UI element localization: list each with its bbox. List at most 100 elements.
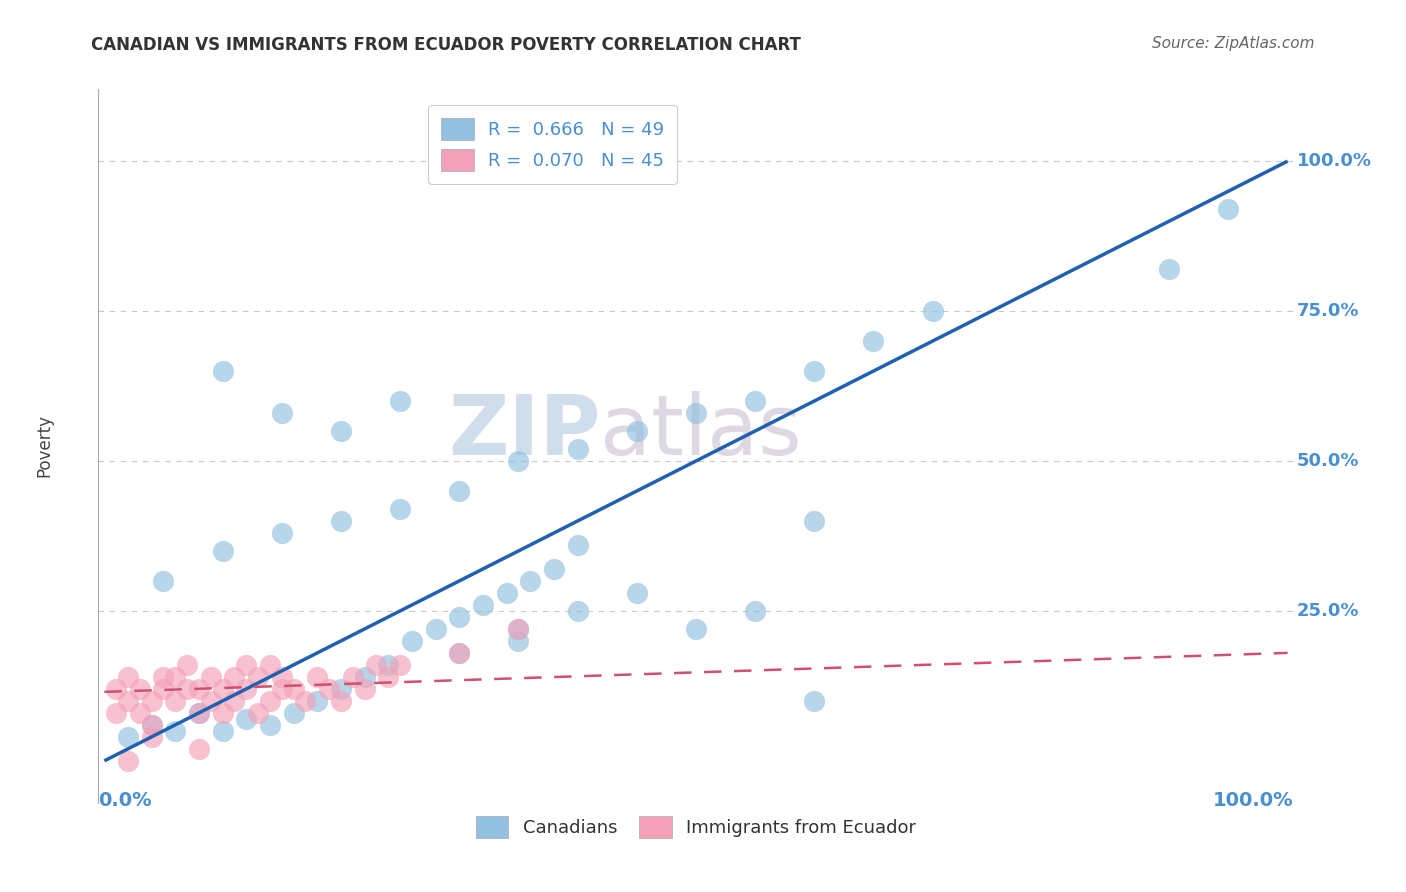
Point: [117, 670, 139, 684]
Text: 100.0%: 100.0%: [1298, 153, 1372, 170]
Point: [270, 406, 292, 420]
Point: [389, 657, 412, 672]
Point: [1218, 202, 1240, 216]
Point: [921, 304, 943, 318]
Text: 25.0%: 25.0%: [1298, 602, 1360, 620]
Point: [543, 562, 565, 576]
Text: Poverty: Poverty: [35, 415, 53, 477]
Point: [472, 598, 495, 612]
Point: [626, 424, 648, 438]
Point: [188, 706, 211, 720]
Point: [188, 741, 211, 756]
Point: [235, 681, 257, 696]
Point: [377, 657, 399, 672]
Point: [685, 406, 707, 420]
Point: [449, 483, 471, 498]
Point: [211, 723, 233, 738]
Point: [247, 670, 270, 684]
Point: [330, 424, 353, 438]
Point: [330, 681, 353, 696]
Point: [519, 574, 541, 588]
Point: [353, 681, 375, 696]
Point: [862, 334, 884, 348]
Point: [117, 730, 139, 744]
Point: [318, 681, 340, 696]
Point: [259, 718, 281, 732]
Text: CANADIAN VS IMMIGRANTS FROM ECUADOR POVERTY CORRELATION CHART: CANADIAN VS IMMIGRANTS FROM ECUADOR POVE…: [91, 36, 801, 54]
Point: [176, 657, 198, 672]
Point: [152, 574, 174, 588]
Point: [508, 633, 530, 648]
Point: [141, 730, 163, 744]
Point: [117, 694, 139, 708]
Point: [389, 502, 412, 516]
Point: [259, 657, 281, 672]
Point: [449, 610, 471, 624]
Point: [141, 694, 163, 708]
Text: 100.0%: 100.0%: [1213, 791, 1294, 810]
Point: [449, 646, 471, 660]
Point: [117, 754, 139, 768]
Point: [283, 706, 305, 720]
Point: [211, 681, 233, 696]
Point: [211, 544, 233, 558]
Point: [449, 646, 471, 660]
Point: [270, 681, 292, 696]
Point: [803, 514, 825, 528]
Point: [685, 622, 707, 636]
Point: [235, 712, 257, 726]
Point: [1159, 262, 1181, 277]
Point: [235, 657, 257, 672]
Point: [626, 586, 648, 600]
Point: [105, 706, 128, 720]
Point: [283, 681, 305, 696]
Point: [307, 670, 329, 684]
Point: [294, 694, 316, 708]
Point: [224, 670, 246, 684]
Point: [508, 622, 530, 636]
Point: [307, 694, 329, 708]
Text: atlas: atlas: [600, 392, 801, 472]
Point: [803, 364, 825, 378]
Point: [567, 604, 589, 618]
Point: [270, 525, 292, 540]
Point: [330, 514, 353, 528]
Point: [165, 670, 187, 684]
Point: [188, 681, 211, 696]
Point: [224, 694, 246, 708]
Point: [270, 670, 292, 684]
Point: [211, 706, 233, 720]
Point: [152, 681, 174, 696]
Point: [105, 681, 128, 696]
Point: [401, 633, 423, 648]
Point: [128, 681, 150, 696]
Point: [259, 694, 281, 708]
Point: [366, 657, 388, 672]
Point: [353, 670, 375, 684]
Text: 0.0%: 0.0%: [98, 791, 152, 810]
Point: [165, 723, 187, 738]
Text: Source: ZipAtlas.com: Source: ZipAtlas.com: [1152, 36, 1315, 51]
Point: [200, 694, 222, 708]
Text: ZIP: ZIP: [449, 392, 600, 472]
Point: [567, 442, 589, 456]
Point: [377, 670, 399, 684]
Point: [141, 718, 163, 732]
Point: [425, 622, 447, 636]
Point: [330, 694, 353, 708]
Text: 75.0%: 75.0%: [1298, 302, 1360, 320]
Point: [176, 681, 198, 696]
Point: [342, 670, 364, 684]
Point: [128, 706, 150, 720]
Point: [744, 604, 766, 618]
Point: [567, 538, 589, 552]
Legend: Canadians, Immigrants from Ecuador: Canadians, Immigrants from Ecuador: [467, 807, 925, 847]
Point: [744, 394, 766, 409]
Point: [495, 586, 517, 600]
Point: [508, 622, 530, 636]
Point: [803, 694, 825, 708]
Point: [141, 718, 163, 732]
Point: [188, 706, 211, 720]
Text: 50.0%: 50.0%: [1298, 452, 1360, 470]
Point: [247, 706, 270, 720]
